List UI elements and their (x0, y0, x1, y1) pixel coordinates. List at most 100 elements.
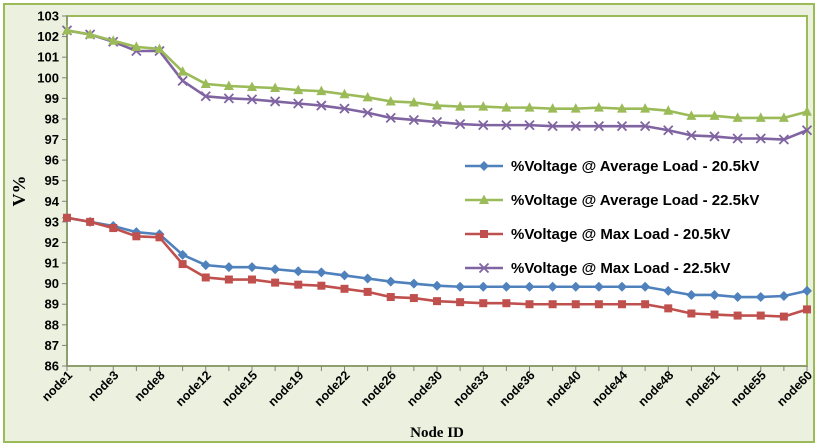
data-point (594, 300, 603, 309)
data-point (456, 298, 465, 307)
series-1 (62, 212, 812, 303)
data-point (339, 270, 350, 281)
data-point (593, 102, 604, 112)
data-point (709, 289, 720, 300)
data-point (270, 82, 281, 93)
data-point (663, 285, 674, 296)
data-point (686, 110, 697, 120)
data-point (455, 101, 466, 111)
data-point (454, 118, 466, 130)
chart-frame: 86 87 88 89 90 91 92 93 94 95 96 97 98 99 100 101 102 103… (3, 3, 815, 443)
data-point (269, 96, 281, 107)
data-point (154, 43, 165, 53)
data-point (571, 300, 580, 309)
data-point (570, 103, 581, 113)
x-tick-label: node19 (266, 368, 307, 409)
x-tick-label: node3 (85, 368, 121, 404)
data-point (755, 292, 766, 303)
data-point (478, 281, 489, 292)
data-point (363, 287, 372, 296)
data-point (316, 100, 327, 111)
data-point (431, 116, 443, 128)
data-point (756, 311, 765, 320)
data-point (339, 103, 350, 114)
data-point (132, 232, 141, 241)
data-point (408, 278, 419, 289)
data-point (385, 95, 396, 106)
data-point (201, 273, 210, 282)
data-point (802, 285, 812, 296)
data-point (294, 280, 303, 289)
data-point (779, 312, 788, 321)
data-point (663, 105, 674, 115)
data-point (178, 260, 187, 269)
data-point (85, 29, 96, 39)
data-point (339, 88, 350, 99)
data-point (547, 103, 558, 113)
legend-item: %Voltage @ Max Load - 22.5kV (465, 260, 730, 277)
data-point (131, 41, 142, 51)
data-point (709, 131, 720, 142)
data-point (570, 121, 581, 132)
data-point (362, 91, 373, 102)
data-point (501, 281, 512, 292)
series-4 (61, 25, 813, 145)
x-tick-label: node60 (774, 368, 813, 409)
data-point (223, 93, 235, 104)
data-point (62, 24, 72, 35)
data-point (385, 276, 396, 287)
data-point (502, 299, 511, 308)
data-point (617, 103, 627, 113)
legend-label: %Voltage @ Average Load - 20.5kV (511, 158, 759, 175)
data-point (271, 278, 280, 287)
x-tick-label: node1 (39, 368, 75, 404)
data-point (293, 84, 304, 95)
data-point (362, 107, 373, 118)
x-tick-label: node26 (358, 368, 399, 409)
y-tick-label: 93 (45, 214, 59, 229)
data-point (593, 121, 605, 132)
x-tick-label: node40 (543, 368, 584, 409)
legend-item: %Voltage @ Average Load - 22.5kV (465, 192, 759, 209)
x-tick-label: node55 (728, 368, 769, 409)
data-point (524, 281, 535, 292)
x-tick-label: node12 (173, 368, 214, 409)
y-tick-label: 91 (45, 256, 59, 271)
legend-marker (479, 194, 489, 204)
data-point (525, 300, 534, 309)
data-point (385, 112, 396, 124)
data-point (801, 125, 813, 136)
legend-marker (478, 262, 490, 274)
data-point (200, 91, 211, 102)
y-tick-label: 87 (45, 338, 59, 353)
y-axis-title: V% (9, 176, 29, 207)
y-tick-label: 98 (45, 111, 59, 126)
data-point (547, 121, 558, 132)
legend-item: %Voltage @ Max Load - 20.5kV (465, 226, 730, 243)
y-tick-label: 100 (37, 70, 59, 85)
x-axis: node1 node3 node8 node12 node15 node19 node22 n… (39, 365, 813, 409)
data-point (755, 133, 766, 144)
x-tick-label: node15 (219, 368, 260, 409)
data-point (640, 103, 651, 113)
data-point (478, 101, 489, 111)
data-point (224, 275, 233, 284)
legend-item: %Voltage @ Average Load - 20.5kV (465, 158, 759, 175)
data-point (778, 112, 789, 122)
x-tick-label: node22 (312, 368, 353, 409)
data-point (316, 85, 327, 96)
y-tick-label: 99 (45, 91, 59, 106)
legend-label: %Voltage @ Average Load - 22.5kV (511, 192, 759, 209)
data-point (177, 66, 188, 76)
data-point (687, 309, 696, 318)
data-point (593, 281, 604, 292)
data-point (246, 94, 258, 105)
series-3 (63, 213, 811, 321)
data-point (664, 304, 673, 313)
data-point (455, 281, 466, 292)
data-point (479, 299, 488, 308)
data-point (570, 281, 581, 292)
y-tick-label: 92 (45, 235, 59, 250)
data-point (710, 310, 719, 319)
data-point (524, 102, 535, 112)
